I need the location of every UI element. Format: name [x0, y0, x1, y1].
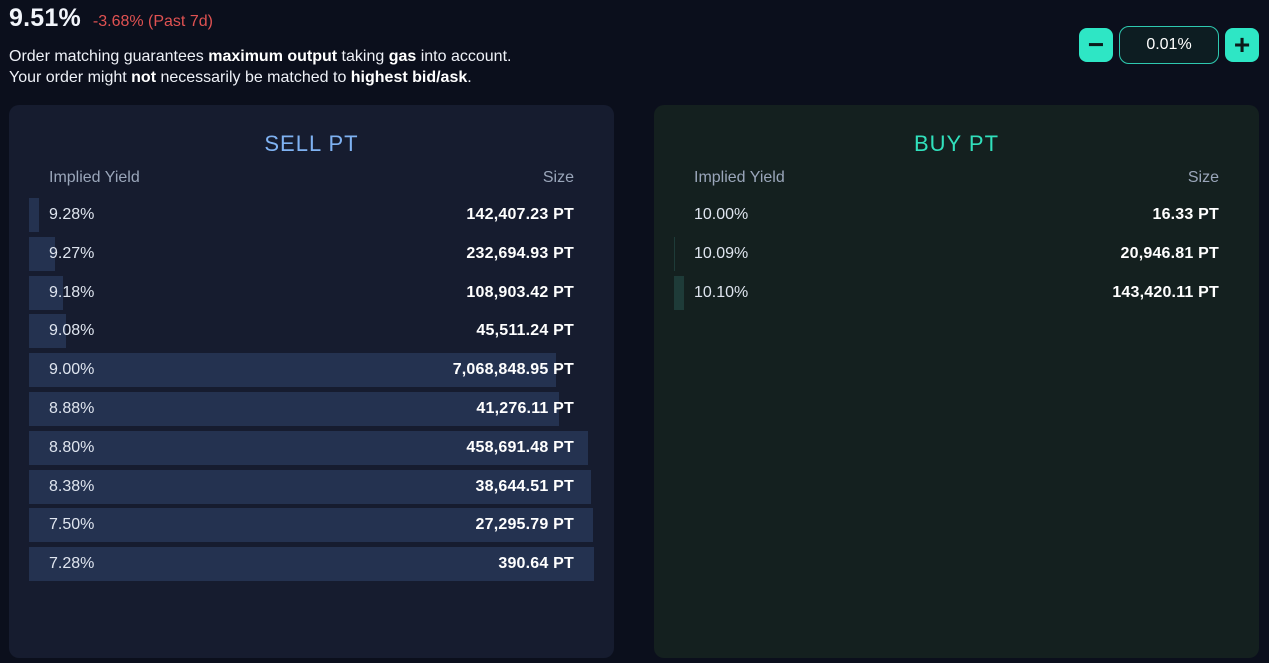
sell-depth-bar — [29, 430, 589, 465]
note-segment: Your order might — [9, 69, 132, 86]
buy-col-size: Size — [1187, 169, 1219, 186]
note-segment: maximum output — [208, 48, 338, 65]
row-size: 232,694.93 PT — [466, 244, 574, 262]
sell-order-row[interactable]: 9.27% 232,694.93 PT — [29, 236, 594, 271]
note-segment: into account. — [416, 48, 512, 65]
note-segment: . — [467, 69, 472, 86]
note-segment: gas — [388, 48, 417, 65]
sell-order-row[interactable]: 9.08% 45,511.24 PT — [29, 314, 594, 349]
sell-depth-bar — [29, 198, 39, 232]
sell-order-row[interactable]: 8.38% 38,644.51 PT — [29, 469, 594, 504]
header: 9.51% -3.68% (Past 7d) Order matching gu… — [9, 4, 511, 88]
row-implied-yield: 7.28% — [49, 555, 95, 573]
sell-order-row[interactable]: 9.00% 7,068,848.95 PT — [29, 353, 594, 388]
order-matching-note: Order matching guarantees maximum output… — [9, 46, 511, 88]
sell-depth-bar — [29, 469, 592, 504]
sell-order-row[interactable]: 8.80% 458,691.48 PT — [29, 430, 594, 465]
row-size: 41,276.11 PT — [476, 399, 574, 417]
buy-pt-panel: BUY PT Implied Yield Size 10.00% 16.33 PT… — [654, 105, 1259, 658]
note-segment: highest bid/ask — [350, 69, 468, 86]
row-size: 38,644.51 PT — [475, 477, 574, 495]
buy-order-list: 10.00% 16.33 PT 10.09% 20,946.81 PT 10.10% 14… — [674, 198, 1239, 314]
buy-order-row[interactable]: 10.00% 16.33 PT — [674, 198, 1239, 232]
row-size: 108,903.42 PT — [466, 283, 574, 301]
sell-panel-title: SELL PT — [264, 131, 359, 156]
note-line-1: Order matching guarantees maximum output… — [9, 46, 511, 67]
buy-panel-title: BUY PT — [913, 131, 1000, 156]
row-size: 27,295.79 PT — [475, 516, 574, 534]
sell-order-list: 9.28% 142,407.23 PT 9.27% 232,694.93 PT 9.18… — [29, 198, 594, 586]
yield-change-7d: -3.68% (Past 7d) — [92, 13, 213, 30]
sell-col-size: Size — [542, 169, 574, 186]
note-line-2: Your order might not necessarily be matc… — [9, 67, 511, 88]
row-implied-yield: 9.27% — [49, 244, 95, 262]
row-implied-yield: 9.08% — [49, 322, 95, 340]
row-implied-yield: 10.00% — [694, 206, 749, 223]
note-segment: taking — [337, 48, 389, 65]
increment-button[interactable]: + — [1225, 28, 1259, 62]
sell-depth-bar — [29, 508, 593, 543]
buy-order-row[interactable]: 10.10% 143,420.11 PT — [674, 275, 1239, 310]
note-segment: not — [131, 69, 157, 86]
sell-order-row[interactable]: 9.18% 108,903.42 PT — [29, 275, 594, 310]
buy-col-implied-yield: Implied Yield — [694, 169, 785, 186]
row-implied-yield: 8.38% — [49, 477, 95, 495]
row-implied-yield: 9.28% — [49, 206, 95, 223]
sell-depth-bar — [29, 391, 559, 426]
row-implied-yield: 8.80% — [49, 438, 95, 456]
row-size: 20,946.81 PT — [1120, 244, 1219, 262]
row-size: 143,420.11 PT — [1112, 283, 1219, 301]
row-size: 7,068,848.95 PT — [452, 361, 574, 379]
sell-order-row[interactable]: 9.28% 142,407.23 PT — [29, 198, 594, 232]
sell-depth-bar — [29, 547, 594, 582]
sell-order-row[interactable]: 8.88% 41,276.11 PT — [29, 391, 594, 426]
row-implied-yield: 9.00% — [49, 361, 95, 379]
row-implied-yield: 8.88% — [49, 399, 95, 417]
row-size: 142,407.23 PT — [466, 206, 574, 223]
sell-order-row[interactable]: 7.50% 27,295.79 PT — [29, 508, 594, 543]
decrement-button[interactable]: − — [1079, 28, 1113, 62]
rate-row: 9.51% -3.68% (Past 7d) — [9, 4, 511, 33]
sell-col-implied-yield: Implied Yield — [49, 169, 140, 186]
row-implied-yield: 10.10% — [694, 283, 749, 301]
buy-order-row[interactable]: 10.09% 20,946.81 PT — [674, 236, 1239, 271]
implied-yield-value: 9.51% — [9, 4, 81, 32]
buy-depth-bar — [674, 236, 676, 271]
sell-pt-panel: SELL PT Implied Yield Size 9.28% 142,407.… — [9, 105, 614, 658]
note-segment: Order matching guarantees — [9, 48, 209, 65]
row-implied-yield: 7.50% — [49, 516, 95, 534]
row-size: 390.64 PT — [498, 555, 574, 573]
slippage-stepper: − + — [1079, 26, 1259, 64]
sell-depth-bar — [29, 275, 63, 310]
sell-order-row[interactable]: 7.28% 390.64 PT — [29, 547, 594, 582]
row-size: 45,511.24 PT — [476, 322, 574, 340]
row-implied-yield: 10.09% — [694, 244, 749, 262]
row-implied-yield: 9.18% — [49, 283, 95, 301]
sell-depth-bar — [29, 314, 67, 349]
buy-depth-bar — [674, 275, 685, 310]
row-size: 458,691.48 PT — [466, 438, 574, 456]
row-size: 16.33 PT — [1152, 206, 1219, 223]
sell-depth-bar — [29, 236, 55, 271]
slippage-input[interactable] — [1119, 26, 1219, 64]
sell-depth-bar — [29, 353, 557, 388]
note-segment: necessarily be matched to — [156, 69, 351, 86]
